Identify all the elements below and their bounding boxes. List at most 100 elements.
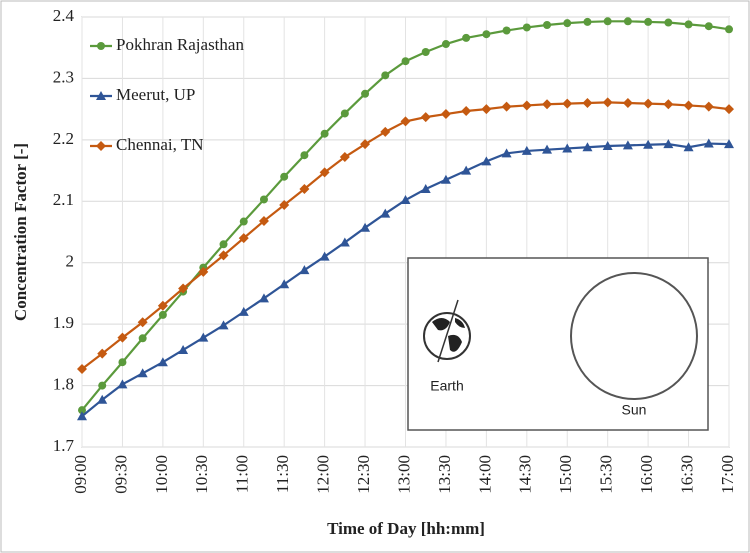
x-tick-label: 17:00	[718, 455, 737, 494]
x-tick-label: 12:00	[314, 455, 333, 494]
marker	[401, 57, 410, 66]
marker	[622, 140, 633, 150]
marker	[562, 143, 573, 153]
marker	[704, 22, 713, 31]
marker	[644, 17, 653, 26]
marker	[703, 101, 714, 112]
marker	[380, 126, 391, 137]
marker	[77, 363, 87, 374]
marker	[360, 222, 371, 232]
earth-axis	[437, 299, 459, 363]
marker	[319, 251, 330, 261]
marker	[683, 100, 694, 111]
marker	[279, 199, 290, 210]
marker	[138, 334, 147, 343]
marker	[420, 184, 431, 193]
marker	[725, 25, 733, 34]
marker	[521, 100, 532, 111]
earth-land	[432, 318, 465, 352]
x-tick-label: 16:30	[677, 455, 696, 494]
marker	[218, 320, 229, 330]
x-axis-label: Time of Day [hh:mm]	[327, 519, 485, 538]
marker	[238, 306, 249, 316]
marker	[663, 139, 674, 149]
marker	[462, 33, 471, 42]
legend-label: Meerut, UP	[116, 85, 195, 104]
plot: 1.7 1.8 1.9 2 2.1 2.2 2.3 2.4 09:00 09:30 10:00 10:…	[53, 6, 737, 494]
marker	[481, 104, 492, 115]
marker	[259, 195, 268, 204]
marker	[239, 217, 248, 226]
marker	[643, 139, 654, 149]
marker	[582, 98, 593, 108]
marker	[663, 99, 674, 110]
marker	[97, 42, 105, 50]
inset: Earth Sun	[407, 257, 709, 431]
y-tick-label: 2.3	[53, 67, 74, 86]
x-tick-label: 15:30	[597, 455, 616, 494]
inset-label: Earth	[430, 378, 463, 394]
y-tick-label: 2.4	[53, 6, 75, 25]
marker	[118, 358, 127, 367]
marker	[724, 104, 734, 115]
marker	[198, 266, 209, 277]
marker	[582, 142, 593, 152]
marker	[440, 109, 451, 120]
marker	[96, 141, 106, 151]
marker	[381, 71, 390, 80]
marker	[461, 105, 472, 116]
marker	[400, 116, 411, 127]
y-tick-label: 2.1	[53, 190, 74, 209]
marker	[339, 152, 350, 163]
marker	[238, 233, 249, 244]
marker	[279, 279, 290, 289]
marker	[98, 381, 107, 390]
marker	[158, 310, 167, 319]
marker	[622, 98, 633, 108]
y-tick-label: 1.8	[53, 374, 74, 393]
y-tick-label: 2	[66, 252, 75, 271]
marker	[602, 141, 613, 150]
marker	[602, 97, 613, 108]
marker	[299, 265, 310, 275]
marker	[157, 300, 168, 311]
marker	[299, 184, 310, 194]
x-tick-label: 10:30	[192, 455, 211, 494]
y-tick-label: 1.7	[53, 436, 75, 455]
marker	[400, 195, 411, 205]
legend-label: Pokhran Rajasthan	[116, 35, 244, 54]
marker	[97, 394, 108, 404]
marker	[461, 165, 472, 175]
marker	[117, 379, 128, 389]
marker	[603, 17, 612, 26]
x-tick-label: 11:00	[233, 455, 252, 493]
marker	[441, 40, 450, 49]
x-tick-label: 10:00	[152, 455, 171, 494]
x-tick-label: 14:00	[475, 455, 494, 494]
x-tick-label: 16:00	[637, 455, 656, 494]
marker	[97, 348, 108, 359]
marker	[562, 98, 573, 109]
marker	[77, 411, 87, 421]
marker	[623, 17, 632, 26]
inset-label: Sun	[622, 402, 647, 418]
marker	[219, 240, 228, 249]
x-tick-label: 09:00	[71, 455, 90, 494]
marker	[380, 208, 391, 218]
marker	[583, 17, 592, 26]
legend-label: Chennai, TN	[116, 135, 204, 154]
marker	[178, 344, 189, 354]
marker	[542, 144, 553, 154]
marker	[320, 129, 329, 138]
marker	[664, 18, 673, 27]
marker	[96, 91, 106, 100]
x-tick-label: 14:30	[516, 455, 535, 494]
marker	[178, 283, 189, 294]
marker	[724, 139, 734, 149]
marker	[198, 332, 209, 342]
marker	[258, 293, 269, 303]
marker	[340, 109, 349, 118]
marker	[117, 332, 128, 343]
marker	[502, 26, 511, 35]
marker	[339, 237, 350, 247]
